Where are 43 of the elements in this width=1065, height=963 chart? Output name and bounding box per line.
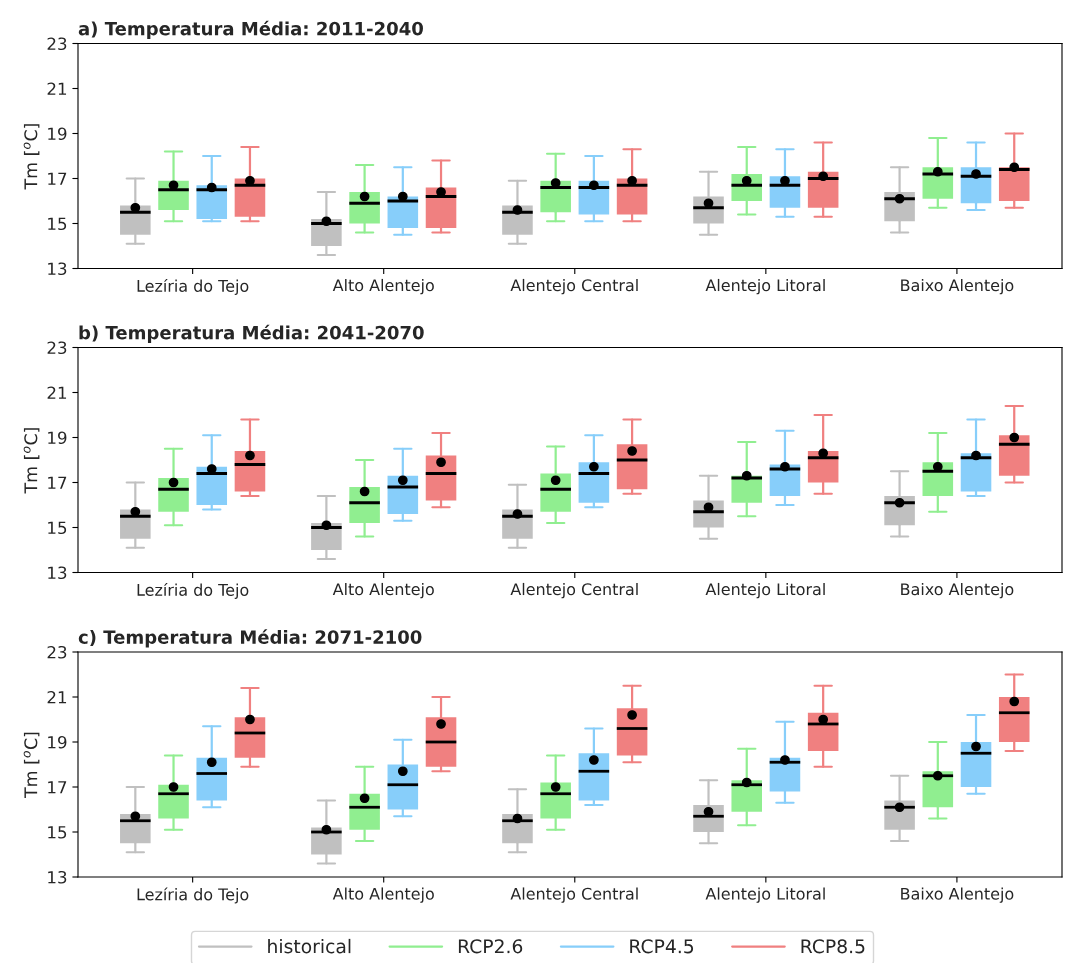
y-axis-title: Tm [$^{o}$C] [23, 732, 40, 798]
y-tick-label: 21 [47, 82, 67, 95]
x-tick-label: Baixo Alentejo [901, 887, 1014, 903]
y-tick-label: 23 [47, 341, 67, 355]
y-tick-label: 23 [47, 645, 67, 659]
x-tick-label: Baixo Alentejo [901, 582, 1014, 599]
chart-title: c) Temperatura Média: 2071-2100 [78, 629, 422, 648]
x-tick-label: Alto Alentejo [332, 887, 434, 903]
x-tick-label: Baixo Alentejo [901, 278, 1014, 295]
legend-label: RCP4.5 [630, 939, 694, 954]
y-tick-label: 17 [48, 172, 67, 185]
y-tick-label: 19 [48, 127, 67, 141]
x-tick-label: Alentejo Central [510, 582, 638, 599]
y-tick-label: 19 [48, 735, 67, 749]
y-axis-title: Tm [$^{o}$C] [23, 124, 40, 190]
chart-title: a) Temperatura Média: 2011-2040 [78, 20, 423, 39]
y-tick-label: 13 [48, 870, 67, 884]
legend-label: RCP2.6 [458, 939, 523, 954]
y-axis-title: Tm [$^{o}$C] [23, 428, 40, 494]
x-tick-label: Lezíria do Tejo [137, 582, 249, 600]
y-tick-label: 19 [48, 431, 67, 445]
chart-title: b) Temperatura Média: 2041-2070 [79, 324, 424, 343]
x-tick-label: Alentejo Central [510, 887, 638, 903]
x-tick-label: Alto Alentejo [332, 278, 434, 295]
y-tick-label: 23 [47, 37, 67, 51]
y-tick-label: 15 [48, 217, 67, 231]
x-tick-label: Alentejo Litoral [705, 887, 825, 903]
y-tick-label: 21 [47, 690, 67, 704]
y-tick-label: 21 [47, 386, 67, 399]
x-tick-label: Lezíria do Tejo [137, 887, 249, 904]
x-tick-label: Alentejo Litoral [705, 582, 825, 599]
x-tick-label: Alto Alentejo [332, 582, 434, 599]
y-tick-label: 15 [48, 826, 67, 839]
legend-label: RCP8.5 [801, 939, 865, 954]
x-tick-label: Alentejo Central [510, 278, 638, 295]
y-tick-label: 17 [48, 476, 67, 489]
legend-label: historical [268, 938, 351, 954]
x-tick-label: Lezíria do Tejo [137, 278, 249, 296]
x-tick-label: Alentejo Litoral [705, 278, 825, 295]
y-tick-label: 13 [48, 262, 67, 276]
y-tick-label: 15 [48, 521, 67, 535]
y-tick-label: 17 [48, 781, 67, 794]
y-tick-label: 13 [48, 566, 67, 580]
